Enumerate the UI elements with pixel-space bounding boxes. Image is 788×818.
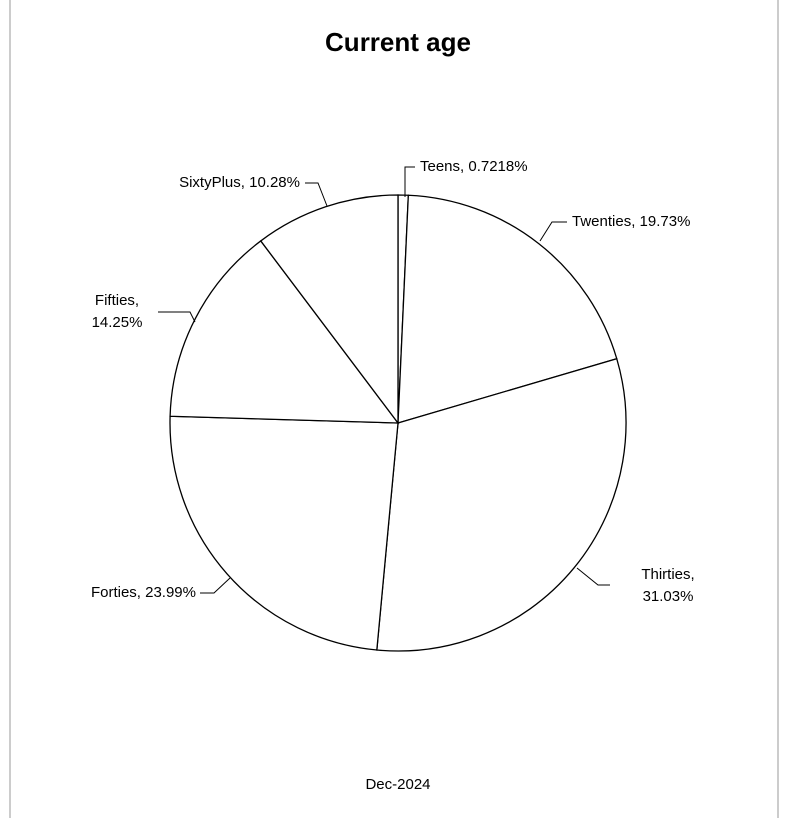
label-line: 31.03%	[643, 588, 694, 605]
pie-slice	[259, 194, 399, 425]
label-line: Thirties,	[641, 566, 694, 583]
slice-label: Thirties, 31.03%	[641, 566, 694, 605]
slice-label: Fifties, 14.25%	[92, 292, 143, 331]
pie-slice	[169, 240, 400, 424]
slice-label: Forties, 23.99%	[91, 584, 196, 601]
slice-label: SixtyPlus, 10.28%	[179, 174, 300, 191]
label-line: Fifties,	[95, 292, 139, 309]
leader-line	[404, 166, 415, 197]
label-line: Twenties, 19.73%	[572, 213, 690, 230]
leader-line	[539, 221, 567, 242]
label-line: Teens, 0.7218%	[420, 158, 528, 175]
label-line: Forties, 23.99%	[91, 584, 196, 601]
leader-line	[200, 577, 231, 594]
label-line: SixtyPlus, 10.28%	[179, 174, 300, 191]
slice-label: Twenties, 19.73%	[572, 213, 690, 230]
leader-line	[576, 567, 610, 586]
pie-slice	[397, 194, 618, 424]
chart-title: Current age	[325, 27, 471, 57]
caption: Dec-2024	[365, 776, 430, 793]
leader-line	[158, 311, 196, 323]
slice-label: Teens, 0.7218%	[420, 158, 528, 175]
pie-slice	[376, 357, 627, 652]
pie-slice	[169, 415, 399, 651]
leader-line	[305, 182, 328, 207]
label-line: 14.25%	[92, 314, 143, 331]
